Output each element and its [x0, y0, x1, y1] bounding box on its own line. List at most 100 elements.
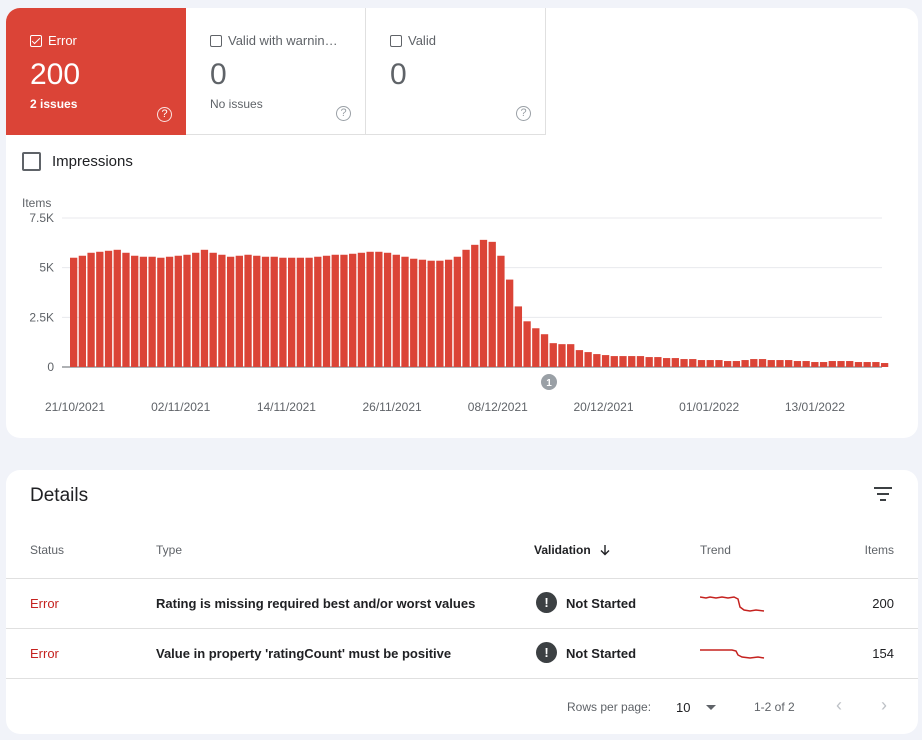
chart-bar — [785, 360, 793, 367]
chart-bar — [532, 328, 540, 367]
chart-bar — [349, 253, 357, 367]
chart-bar — [575, 350, 584, 367]
chart-bar — [270, 256, 278, 367]
chart-bar — [209, 252, 217, 367]
chart-bar — [192, 252, 200, 367]
items-header[interactable]: Items — [864, 543, 894, 557]
chart-bar — [296, 257, 305, 367]
chart-bar — [837, 361, 845, 367]
chart-bar — [828, 361, 836, 367]
warning-filter-checkbox[interactable]: Valid with warnin… — [210, 33, 338, 48]
table-row[interactable]: Error Rating is missing required best an… — [6, 578, 918, 629]
chart-bar — [70, 257, 78, 367]
details-title: Details — [30, 485, 89, 506]
chart-bar — [514, 306, 523, 367]
x-tick-label: 02/11/2021 — [151, 400, 210, 414]
chart-bar — [479, 239, 488, 367]
chart-bar — [802, 361, 810, 367]
unchecked-checkbox-icon[interactable] — [390, 34, 402, 47]
error-issues: 2 issues — [30, 97, 78, 111]
chart-bar — [471, 244, 479, 367]
x-tick-label: 01/01/2022 — [679, 400, 739, 414]
row-type[interactable]: Value in property 'ratingCount' must be … — [156, 646, 452, 661]
chart-bar — [122, 252, 130, 367]
validation-header[interactable]: Validation — [534, 543, 611, 557]
help-icon[interactable]: ? — [516, 106, 531, 121]
chart-bar — [340, 254, 348, 367]
chart-bar — [235, 255, 243, 367]
y-tick-label: 2.5K — [29, 310, 54, 324]
chart-bar — [174, 255, 182, 367]
chart-bar — [628, 356, 636, 367]
chart-bar — [724, 361, 732, 367]
x-tick-label: 21/10/2021 — [45, 400, 105, 414]
row-type[interactable]: Rating is missing required best and/or w… — [156, 596, 476, 611]
chart-bar — [697, 360, 706, 367]
chart-bar — [863, 362, 871, 367]
impressions-toggle[interactable]: Impressions — [22, 152, 133, 171]
chart-bar — [331, 254, 339, 367]
type-header[interactable]: Type — [156, 543, 183, 557]
chart-bar — [540, 334, 549, 367]
valid-filter-checkbox[interactable]: Valid — [390, 33, 436, 48]
help-icon[interactable]: ? — [336, 106, 351, 121]
help-icon[interactable]: ? — [157, 107, 172, 122]
status-header[interactable]: Status — [30, 543, 65, 557]
chart-bar — [244, 254, 252, 367]
unchecked-checkbox-icon[interactable] — [22, 152, 41, 171]
row-status: Error — [30, 596, 59, 611]
chart-bar — [872, 362, 880, 367]
chart-bar — [776, 360, 784, 367]
table-row[interactable]: Error Value in property 'ratingCount' mu… — [6, 628, 918, 679]
sort-down-arrow-icon[interactable] — [599, 544, 611, 556]
pagination-footer: Rows per page: 10 1-2 of 2 ‹ › — [6, 678, 918, 734]
chart-bar — [218, 254, 226, 367]
checked-checkbox-icon[interactable] — [30, 34, 42, 47]
trend-header[interactable]: Trend — [700, 543, 731, 557]
chart-bar — [567, 344, 575, 367]
valid-with-warnings-tile[interactable]: Valid with warnin… 0 No issues ? — [186, 8, 366, 135]
chevron-right-icon[interactable]: › — [881, 695, 887, 715]
chart-bar — [253, 255, 261, 367]
chart-bar — [732, 361, 741, 367]
chart-bar — [139, 256, 148, 367]
error-tile[interactable]: Error 200 2 issues ? — [6, 8, 186, 135]
row-validation: Not Started — [566, 596, 637, 611]
items-chart: Items 0 2.5K 5K 7.5K 21/10/2021 02/11/2021 14/1… — [22, 196, 889, 414]
annotation-label: 1 — [546, 378, 552, 389]
dropdown-arrow-icon[interactable] — [706, 705, 716, 710]
chevron-left-icon[interactable]: ‹ — [836, 695, 842, 715]
rows-per-page-label: Rows per page: — [567, 700, 652, 714]
chart-bar — [375, 251, 383, 367]
chart-bar — [680, 359, 688, 367]
chart-bar — [453, 256, 461, 367]
error-filter-checkbox[interactable]: Error — [30, 33, 77, 48]
x-tick-label: 13/01/2022 — [785, 400, 845, 414]
impressions-label: Impressions — [52, 153, 133, 170]
rows-per-page-select[interactable]: 10 — [676, 700, 691, 715]
chart-bar — [314, 256, 322, 367]
chart-bar — [811, 362, 819, 367]
chart-bar — [689, 359, 697, 367]
valid-tile[interactable]: Valid 0 ? — [366, 8, 546, 135]
exclamation-icon: ! — [536, 592, 557, 613]
y-axis-label: Items — [22, 196, 51, 210]
trend-sparkline — [700, 596, 765, 612]
chart-bar — [200, 249, 209, 367]
chart-bar — [610, 356, 618, 367]
unchecked-checkbox-icon[interactable] — [210, 34, 222, 47]
x-tick-label: 14/11/2021 — [257, 400, 316, 414]
filter-icon[interactable] — [874, 487, 892, 501]
chart-bar — [671, 358, 679, 367]
chart-bar — [819, 362, 828, 367]
chart-bar — [523, 321, 531, 367]
chart-bar — [78, 255, 87, 367]
chart-bar — [279, 257, 287, 367]
chart-bar — [157, 257, 165, 367]
error-label: Error — [48, 33, 77, 48]
valid-count: 0 — [390, 58, 407, 91]
chart-bar — [497, 255, 505, 367]
chart-bar — [488, 241, 496, 367]
chart-bar — [357, 252, 366, 367]
chart-bar — [96, 251, 104, 367]
